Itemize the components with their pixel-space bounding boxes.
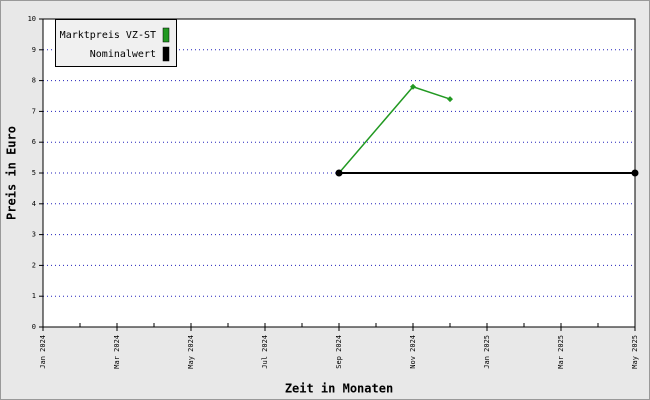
y-tick-label: 0 [32, 323, 36, 331]
y-axis-title: Preis in Euro [5, 126, 19, 220]
y-tick-label: 6 [32, 138, 36, 146]
legend-label: Nominalwert [90, 49, 156, 60]
y-tick-label: 1 [32, 292, 36, 300]
legend: Marktpreis VZ-ST Nominalwert [55, 19, 177, 67]
x-tick-label: Mar 2025 [557, 335, 565, 369]
y-tick-label: 7 [32, 107, 36, 115]
x-axis-title: Zeit in Monaten [285, 382, 393, 396]
marker [631, 169, 639, 177]
y-tick-label: 8 [32, 77, 36, 85]
y-tick-label: 10 [28, 15, 36, 23]
legend-box [55, 19, 177, 67]
x-tick-label: Sep 2024 [335, 335, 343, 369]
x-tick-label: Jan 2025 [483, 335, 491, 369]
legend-swatch [162, 27, 170, 43]
marker [410, 83, 416, 90]
legend-swatch [162, 46, 170, 62]
x-tick-label: Nov 2024 [409, 335, 417, 369]
x-tick-label: Mar 2024 [113, 335, 121, 369]
x-tick-label: May 2025 [631, 335, 639, 369]
marker [335, 169, 343, 177]
y-tick-label: 4 [32, 200, 36, 208]
x-tick-label: Jan 2024 [39, 335, 47, 369]
y-tick-label: 2 [32, 261, 36, 269]
marker [447, 96, 453, 103]
x-tick-label: Jul 2024 [261, 335, 269, 369]
legend-label: Marktpreis VZ-ST [60, 30, 156, 41]
y-tick-label: 9 [32, 46, 36, 54]
y-tick-label: 3 [32, 231, 36, 239]
y-tick-label: 5 [32, 169, 36, 177]
x-tick-label: May 2024 [187, 335, 195, 369]
